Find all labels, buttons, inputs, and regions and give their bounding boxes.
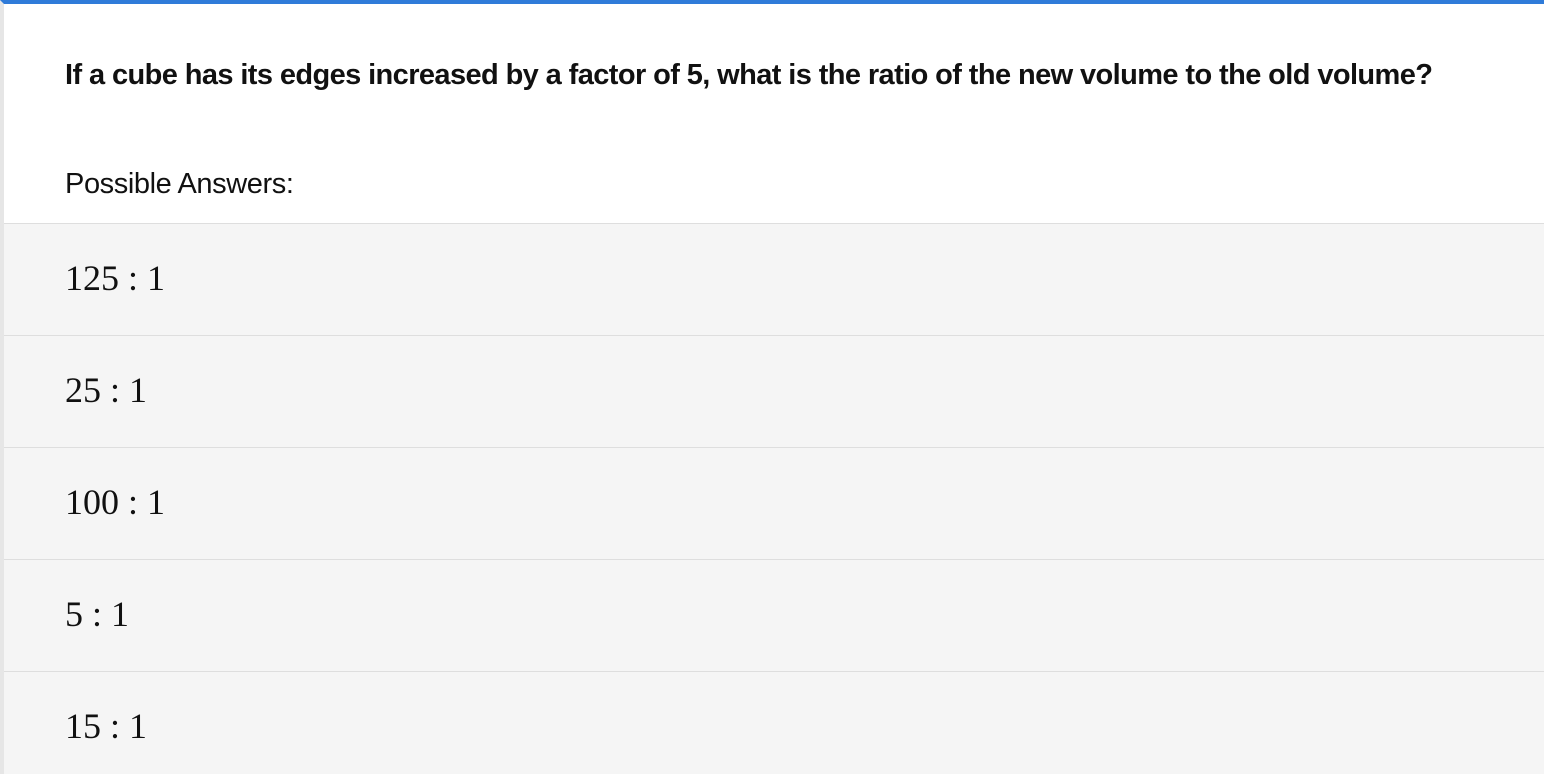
answer-option-text: 15 : 1: [65, 706, 148, 746]
answer-option-text: 25 : 1: [65, 370, 148, 410]
answer-option-1[interactable]: 125 : 1: [4, 223, 1544, 335]
possible-answers-label: Possible Answers:: [65, 168, 294, 200]
answer-option-3[interactable]: 100 : 1: [4, 447, 1544, 559]
answer-option-text: 125 : 1: [65, 258, 166, 298]
answer-option-4[interactable]: 5 : 1: [4, 559, 1544, 671]
answer-option-text: 100 : 1: [65, 482, 166, 522]
answer-option-5[interactable]: 15 : 1: [4, 671, 1544, 774]
question-text: If a cube has its edges increased by a f…: [65, 59, 1433, 91]
answer-option-text: 5 : 1: [65, 594, 130, 634]
answer-option-2[interactable]: 25 : 1: [4, 335, 1544, 447]
answer-list: 125 : 1 25 : 1 100 : 1 5 : 1 15 : 1: [4, 223, 1544, 774]
